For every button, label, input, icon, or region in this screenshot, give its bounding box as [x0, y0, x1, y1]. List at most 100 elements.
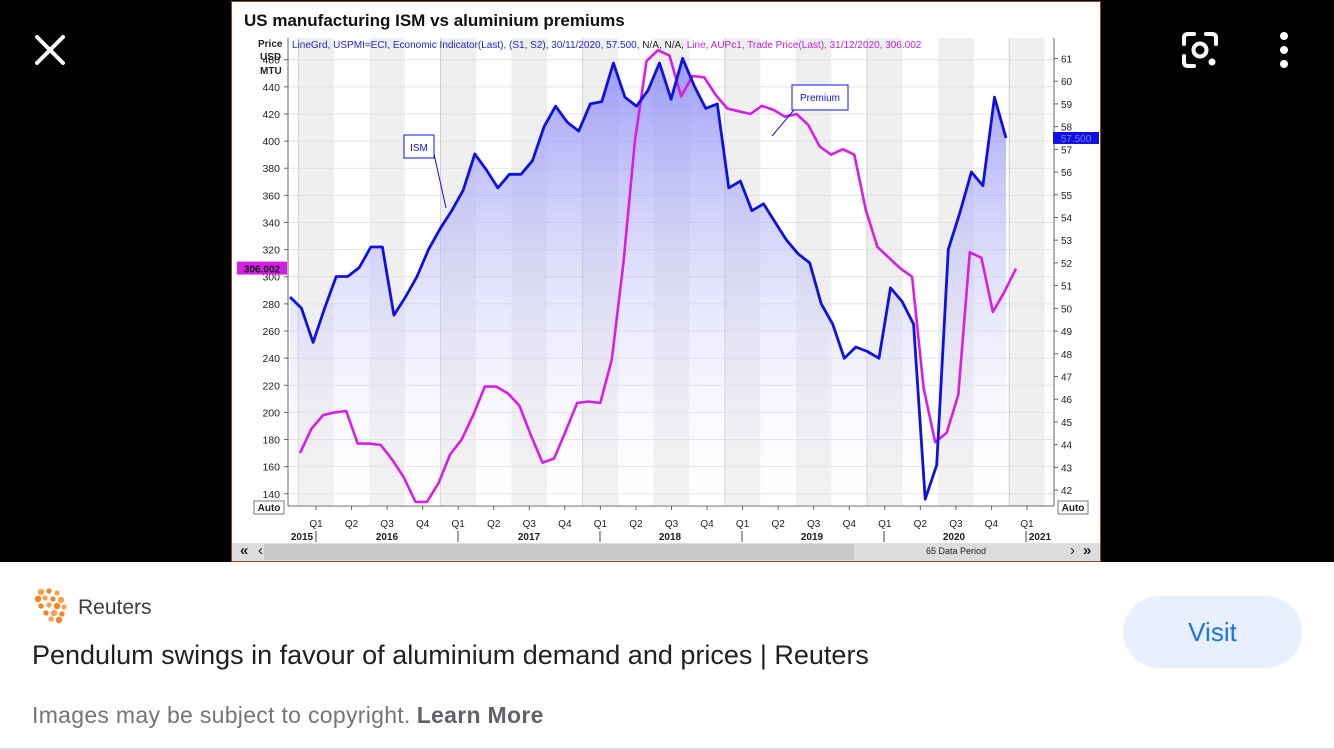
left-axis-label: USD — [260, 52, 281, 63]
visit-button[interactable]: Visit — [1123, 596, 1302, 668]
right-tick-label: 60 — [1061, 77, 1073, 88]
quarter-tick-label: Q2 — [771, 519, 785, 530]
ism-annotation-box — [403, 134, 435, 159]
right-tick-label: 49 — [1061, 327, 1073, 338]
auto-box-right — [1057, 500, 1089, 515]
quarter-tick-label: Q4 — [985, 519, 999, 530]
right-tick-label: 52 — [1061, 259, 1073, 270]
learn-more-link[interactable]: Learn More — [416, 702, 544, 728]
scroll-first-icon: « — [240, 542, 248, 559]
premium-series-line — [298, 48, 1018, 504]
year-tick-label: 2016 — [376, 532, 399, 543]
auto-box-left — [253, 500, 285, 515]
quarter-tick-label: Q2 — [345, 519, 359, 530]
right-tick-label: 51 — [1061, 282, 1073, 293]
source-name: Reuters — [78, 596, 152, 619]
close-button[interactable] — [28, 28, 72, 72]
left-tick-label: 280 — [262, 299, 280, 311]
quarter-tick-label: Q2 — [629, 519, 643, 530]
close-icon — [35, 35, 65, 65]
left-tick-label: 160 — [262, 462, 280, 474]
right-tick-label: 50 — [1061, 304, 1073, 315]
right-tick-label: 59 — [1061, 100, 1073, 111]
left-tick-label: 340 — [262, 217, 280, 229]
left-tick-label: 360 — [262, 190, 280, 202]
lens-button[interactable] — [1176, 26, 1224, 74]
legend-entry: Line, AUPc1, Trade Price(Last), 31/12/20… — [687, 40, 922, 51]
right-tick-label: 58 — [1061, 123, 1073, 134]
quarter-tick-label: Q1 — [1020, 519, 1034, 530]
right-tick-label: 43 — [1061, 463, 1073, 474]
left-tick-label: 240 — [262, 353, 280, 365]
left-tick-label: 220 — [262, 380, 280, 392]
divider — [0, 748, 1334, 750]
legend-entry: LineGrd, USPMI=ECI, Economic Indicator(L… — [292, 40, 642, 51]
quarter-tick-label: Q3 — [807, 519, 821, 530]
premium-annotation-pointer — [771, 109, 795, 137]
reuters-logo-icon — [34, 588, 67, 624]
ism-series-line — [289, 57, 1008, 501]
year-tick-label: 2020 — [943, 532, 966, 543]
chart-title: US manufacturing ISM vs aluminium premiu… — [244, 11, 625, 30]
left-tick-label: 440 — [262, 82, 280, 94]
year-tick-label: 2015 — [291, 532, 314, 543]
left-tick-label: 140 — [262, 489, 280, 501]
quarter-tick-label: Q4 — [416, 519, 430, 530]
left-tick-label: 420 — [262, 109, 280, 121]
right-tick-label: 61 — [1061, 54, 1073, 65]
chart-image: US manufacturing ISM vs aluminium premiu… — [231, 1, 1101, 562]
ism-value-flag — [1053, 131, 1099, 144]
quarter-tick-label: Q1 — [878, 519, 892, 530]
quarter-tick-label: Q3 — [949, 519, 963, 530]
right-tick-label: 45 — [1061, 418, 1073, 429]
left-tick-label: 200 — [262, 407, 280, 419]
quarter-tick-label: Q2 — [914, 519, 928, 530]
more-vert-icon — [1280, 32, 1288, 68]
ism-area — [290, 58, 1006, 507]
right-tick-label: 44 — [1061, 441, 1073, 452]
chart-scrollbar-thumb — [264, 544, 854, 560]
quarter-tick-label: Q1 — [452, 519, 466, 530]
data-period-label: 65 Data Period — [926, 546, 986, 556]
quarter-tick-label: Q4 — [843, 519, 857, 530]
ism-value-label: 57.500 — [1061, 134, 1092, 145]
premium-value-label: 306.002 — [244, 265, 281, 276]
scroll-next-icon: › — [1070, 542, 1075, 559]
more-options-button[interactable] — [1266, 26, 1302, 74]
right-tick-label: 54 — [1061, 213, 1073, 224]
right-tick-label: 48 — [1061, 350, 1073, 361]
auto-label-left: Auto — [258, 503, 281, 514]
quarter-tick-label: Q4 — [558, 519, 572, 530]
right-tick-label: 47 — [1061, 373, 1073, 384]
image-info-panel: Reuters Pendulum swings in favour of alu… — [0, 562, 1334, 750]
scroll-prev-icon: ‹ — [258, 542, 263, 559]
legend-entry: N/A, N/A, — [642, 40, 686, 51]
scroll-last-icon: » — [1083, 542, 1091, 559]
auto-label-right: Auto — [1062, 503, 1085, 514]
premium-annotation-label: Premium — [800, 93, 840, 104]
quarter-tick-label: Q4 — [700, 519, 714, 530]
premium-annotation-box — [791, 84, 849, 111]
right-tick-label: 57 — [1061, 145, 1073, 156]
quarter-tick-label: Q1 — [309, 519, 323, 530]
right-tick-label: 53 — [1061, 236, 1073, 247]
year-tick-label: 2021 — [1029, 532, 1052, 543]
left-axis-label: Price — [258, 39, 283, 50]
chart-legend: LineGrd, USPMI=ECI, Economic Indicator(L… — [292, 40, 922, 51]
year-tick-label: 2017 — [518, 532, 541, 543]
left-tick-label: 380 — [262, 163, 280, 175]
year-tick-label: 2018 — [659, 532, 682, 543]
right-tick-label: 55 — [1061, 191, 1073, 202]
page-headline-link[interactable]: Pendulum swings in favour of aluminium d… — [32, 640, 869, 670]
year-tick-label: 2019 — [801, 532, 824, 543]
quarter-tick-label: Q1 — [736, 519, 750, 530]
quarter-tick-label: Q2 — [487, 519, 501, 530]
copyright-text: Images may be subject to copyright. — [32, 702, 411, 728]
left-tick-label: 300 — [262, 272, 280, 284]
left-axis-label: MTU — [260, 66, 282, 77]
right-tick-label: 56 — [1061, 168, 1073, 179]
premium-value-flag — [237, 261, 287, 275]
quarter-tick-label: Q1 — [594, 519, 608, 530]
left-tick-label: 400 — [262, 136, 280, 148]
image-viewer-top: US manufacturing ISM vs aluminium premiu… — [28, 1, 1302, 562]
